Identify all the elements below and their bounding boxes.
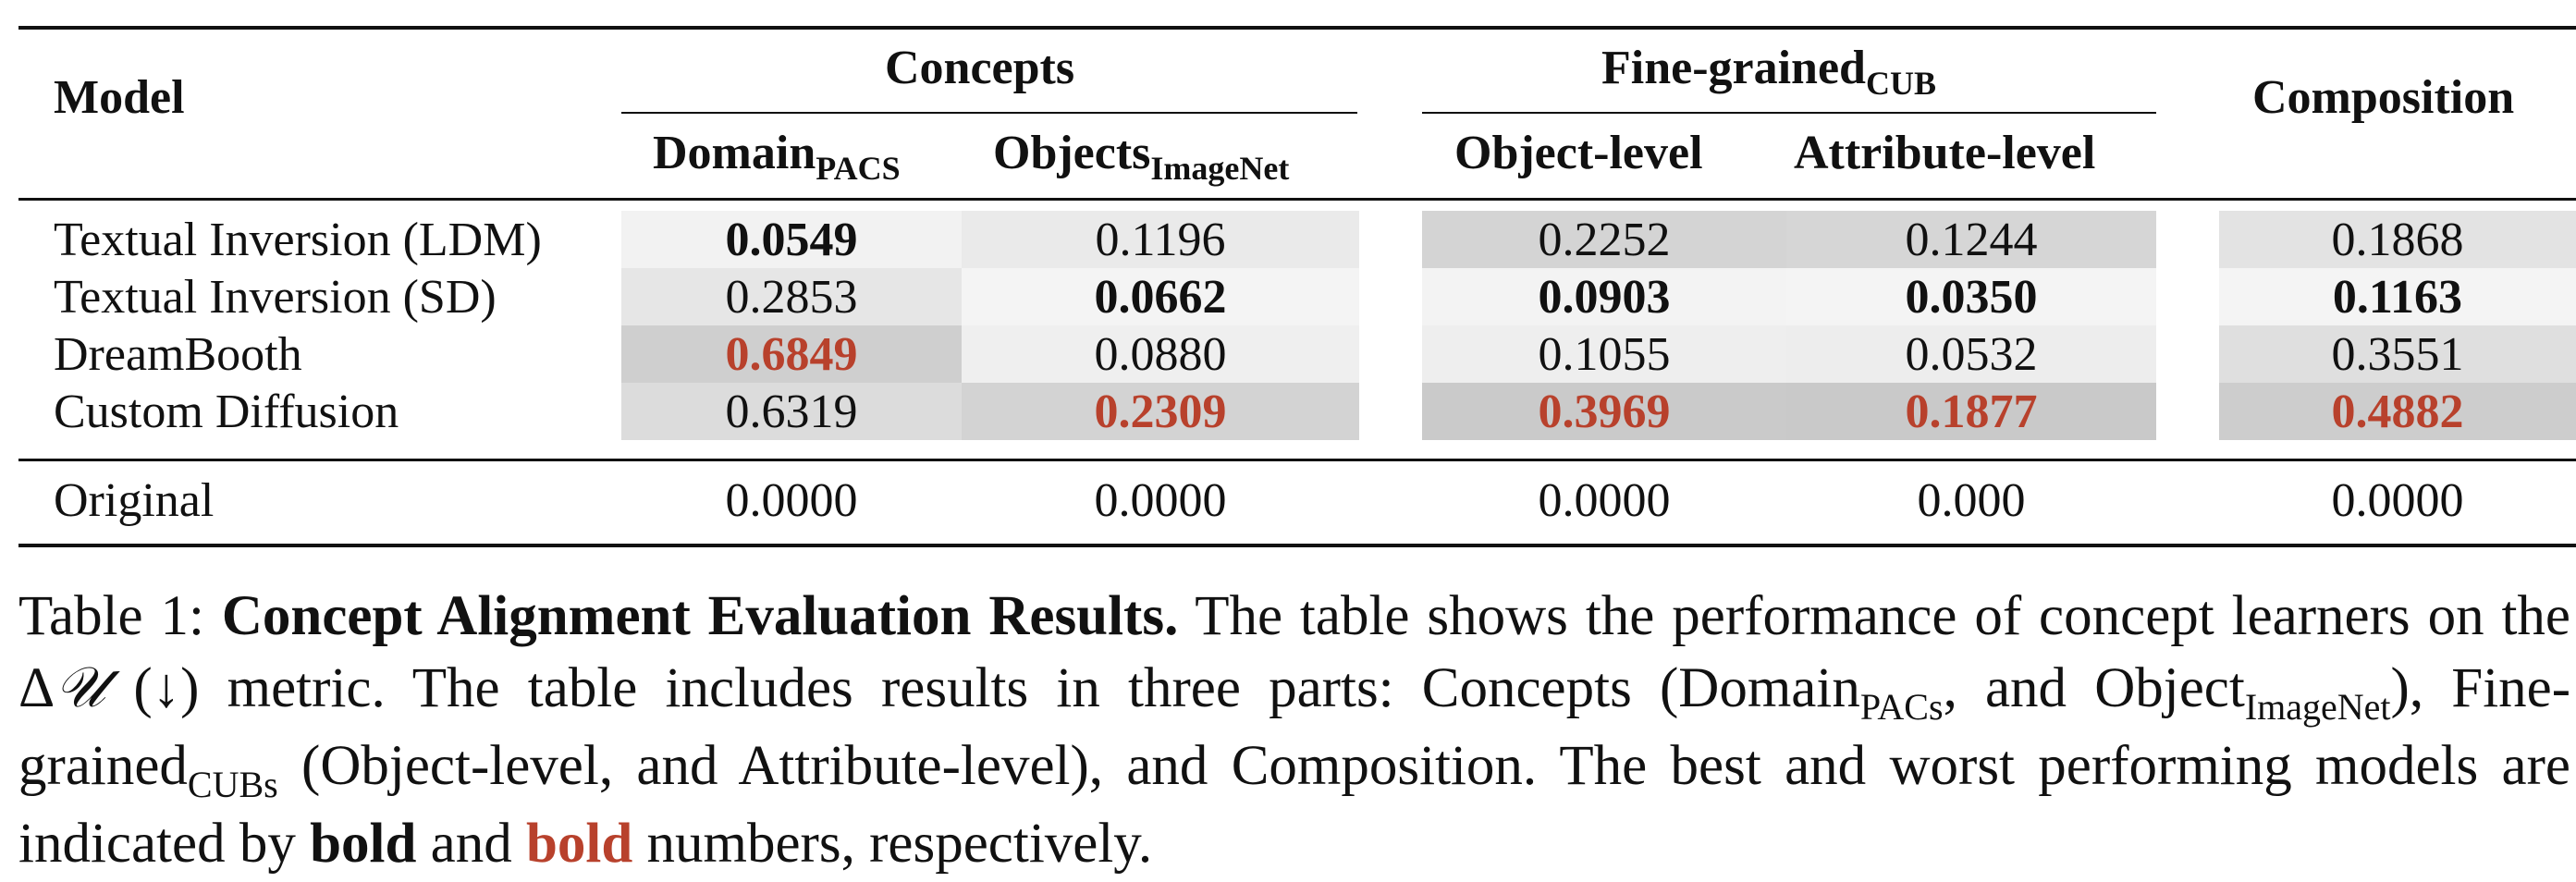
value-cell: 0.0662 (1094, 271, 1227, 324)
caption-s3: , and Object (1943, 657, 2245, 719)
value-cell: 0.2252 (1538, 214, 1671, 266)
cell-shade (2219, 268, 2576, 325)
finegrained-sub: CUB (1865, 65, 1936, 102)
value-cell: 0.1163 (2332, 271, 2463, 324)
value-cell: 0.0549 (725, 214, 858, 266)
original-value-cell: 0.000 (1917, 474, 2026, 527)
caption-label: Table 1: (18, 585, 204, 647)
cell-shade (621, 383, 962, 440)
concepts-underline (621, 112, 1357, 114)
caption-sub-cubs: CUBs (187, 764, 278, 805)
row-label: DreamBooth (54, 328, 302, 381)
cell-shade (1786, 268, 2156, 325)
attribute-level-header: Attribute-level (1794, 127, 2096, 179)
original-value-cell: 0.0000 (725, 474, 858, 527)
original-value-cell: 0.0000 (1538, 474, 1671, 527)
value-cell: 0.1868 (2331, 214, 2464, 266)
caption-s5: (Object-level, and Attribute-level), and… (18, 735, 2570, 875)
original-value-cell: 0.0000 (2331, 474, 2464, 527)
cell-shade (621, 325, 962, 383)
original-row-label: Original (54, 474, 215, 527)
caption-bold-1: bold (310, 813, 417, 875)
cell-shade (1422, 268, 1786, 325)
bottom-rule (18, 544, 2576, 547)
finegrained-header: Fine-grainedCUB (1601, 42, 1936, 101)
objects-sub: ImageNet (1150, 150, 1290, 187)
value-cell: 0.1055 (1538, 328, 1671, 381)
row-label: Custom Diffusion (54, 386, 399, 438)
cell-shade (2219, 383, 2576, 440)
value-cell: 0.2309 (1094, 386, 1227, 438)
value-cell: 0.0532 (1905, 328, 2038, 381)
caption-bold-2: bold (525, 813, 633, 875)
value-cell: 0.0903 (1538, 271, 1671, 324)
domain-sub: PACS (816, 150, 901, 187)
cell-shade (621, 211, 962, 268)
caption-metric: Δ𝒰 (↓) (18, 657, 199, 719)
cell-shade (1422, 383, 1786, 440)
cell-shade (962, 268, 1359, 325)
caption-sub-pacs: PACs (1859, 686, 1944, 728)
caption-s6: numbers, respectively. (646, 813, 1153, 875)
table-caption: Table 1: Concept Alignment Evaluation Re… (18, 581, 2570, 880)
finegrained-main: Fine-grained (1601, 42, 1866, 94)
objects-header: ObjectsImageNet (993, 127, 1289, 186)
header-rule (18, 198, 2576, 201)
value-cell: 0.3551 (2331, 328, 2464, 381)
cell-shade (1422, 325, 1786, 383)
concepts-header: Concepts (885, 42, 1075, 94)
caption-metric-arrow: (↓) (133, 657, 200, 719)
value-cell: 0.6849 (725, 328, 858, 381)
value-cell: 0.1244 (1905, 214, 2038, 266)
caption-metric-delta: Δ (18, 657, 55, 719)
cell-shade (1422, 211, 1786, 268)
cell-shade (962, 325, 1359, 383)
object-level-header: Object-level (1454, 127, 1703, 179)
finegrained-underline (1422, 112, 2156, 114)
value-cell: 0.3969 (1538, 386, 1671, 438)
caption-s1: The table shows the performance of conce… (1195, 585, 2570, 647)
value-cell: 0.0880 (1094, 328, 1227, 381)
value-cell: 0.6319 (725, 386, 858, 438)
value-cell: 0.1877 (1905, 386, 2038, 438)
cell-shade (1786, 211, 2156, 268)
top-rule (18, 26, 2576, 30)
caption-metric-u: 𝒰 (55, 657, 106, 719)
caption-sub-imagenet: ImageNet (2244, 686, 2391, 728)
value-cell: 0.2853 (725, 271, 858, 324)
domain-header: DomainPACS (653, 127, 901, 186)
cell-shade (1786, 383, 2156, 440)
domain-main: Domain (653, 127, 816, 179)
value-cell: 0.1196 (1095, 214, 1226, 266)
caption-s2: metric. The table includes results in th… (227, 657, 1860, 719)
cell-shade (962, 383, 1359, 440)
cell-shade (2219, 211, 2576, 268)
value-cell: 0.0350 (1905, 271, 2038, 324)
caption-s4: ), Fine-grained (18, 657, 2571, 797)
cell-shade (2219, 325, 2576, 383)
caption-title: Concept Alignment Evaluation Results. (221, 585, 1179, 647)
model-header: Model (54, 71, 185, 124)
row-label: Textual Inversion (SD) (54, 271, 497, 324)
cell-shade (1786, 325, 2156, 383)
cell-shade (621, 268, 962, 325)
mid-rule (18, 459, 2576, 461)
composition-header: Composition (2252, 71, 2515, 124)
objects-main: Objects (993, 127, 1151, 179)
original-value-cell: 0.0000 (1094, 474, 1227, 527)
row-label: Textual Inversion (LDM) (54, 214, 542, 266)
value-cell: 0.4882 (2331, 386, 2464, 438)
cell-shade (962, 211, 1359, 268)
caption-and: and (430, 813, 512, 875)
